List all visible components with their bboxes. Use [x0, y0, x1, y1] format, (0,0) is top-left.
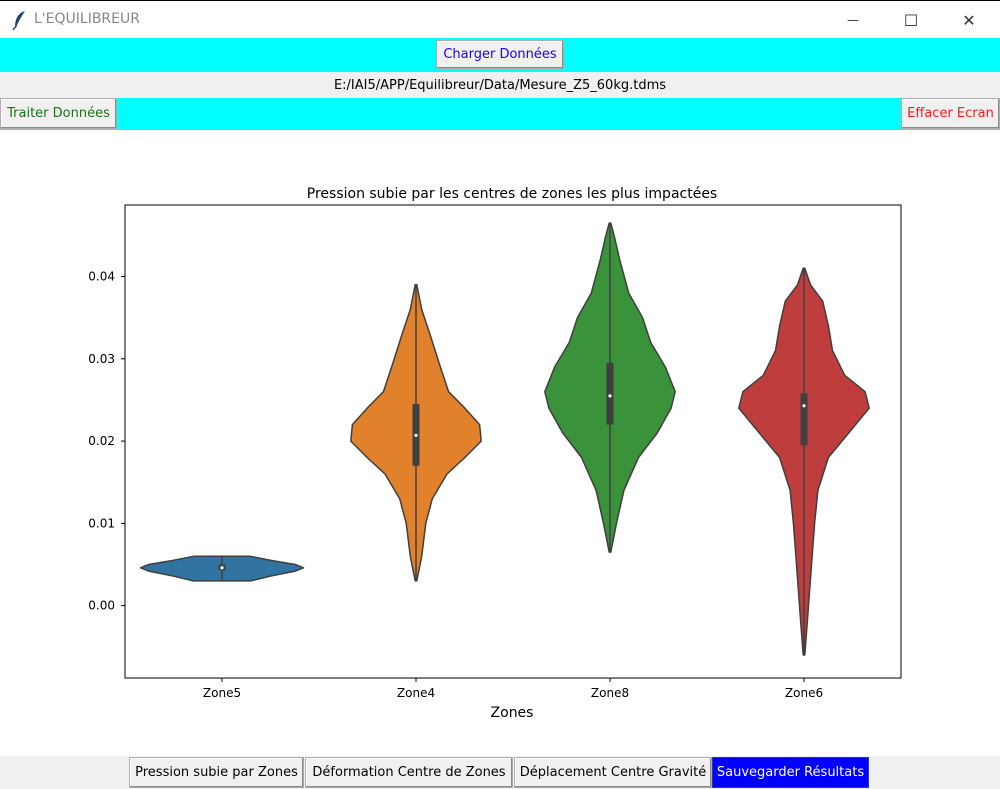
- process-toolbar: Traiter Données Effacer Ecran: [0, 98, 1000, 130]
- y-tick-label: 0.02: [88, 434, 115, 448]
- minimize-icon: —: [847, 13, 859, 27]
- y-tick-label: 0.00: [88, 599, 115, 613]
- violin-median-dot: [414, 433, 418, 437]
- clear-screen-button[interactable]: Effacer Ecran: [901, 98, 1000, 129]
- violin-median-dot: [608, 394, 612, 398]
- process-data-button[interactable]: Traiter Données: [0, 98, 117, 129]
- bottom-toolbar: Pression subie par Zones Déformation Cen…: [0, 756, 1000, 789]
- y-tick-label: 0.01: [88, 516, 115, 530]
- x-tick-label: Zone6: [785, 686, 823, 700]
- file-path-bar: E:/IAI5/APP/Equilibreur/Data/Mesure_Z5_6…: [0, 72, 1000, 98]
- x-tick-label: Zone8: [591, 686, 629, 700]
- violin-median-dot: [802, 404, 806, 408]
- minimize-button[interactable]: —: [830, 1, 876, 39]
- window-titlebar: L'EQUILIBREUR — ☐ ✕: [0, 0, 1000, 38]
- pressure-by-zones-button[interactable]: Pression subie par Zones: [129, 757, 304, 788]
- x-tick-label: Zone4: [397, 686, 435, 700]
- violin-median-dot: [220, 566, 224, 570]
- save-results-button[interactable]: Sauvegarder Résultats: [712, 757, 869, 788]
- y-tick-label: 0.04: [88, 270, 115, 284]
- load-toolbar: Charger Données: [0, 38, 1000, 72]
- maximize-button[interactable]: ☐: [888, 1, 934, 39]
- file-path-label: E:/IAI5/APP/Equilibreur/Data/Mesure_Z5_6…: [333, 78, 667, 93]
- load-data-button[interactable]: Charger Données: [436, 40, 564, 69]
- violin-iqr-box: [800, 393, 808, 446]
- y-tick-label: 0.03: [88, 352, 115, 366]
- window-title: L'EQUILIBREUR: [34, 11, 140, 27]
- x-tick-label: Zone5: [203, 686, 241, 700]
- zone-deformation-button[interactable]: Déformation Centre de Zones: [305, 757, 513, 788]
- violin-iqr-box: [606, 362, 614, 425]
- violin-chart: Pression subie par les centres de zones …: [88, 186, 902, 721]
- chart-title: Pression subie par les centres de zones …: [307, 186, 717, 202]
- maximize-icon: ☐: [903, 10, 919, 30]
- plot-frame: [124, 204, 902, 679]
- close-icon: ✕: [962, 10, 976, 30]
- feather-icon: [12, 11, 25, 30]
- x-axis-label: Zones: [491, 705, 534, 721]
- close-button[interactable]: ✕: [946, 1, 992, 39]
- gravity-displacement-button[interactable]: Déplacement Centre Gravité: [514, 757, 712, 788]
